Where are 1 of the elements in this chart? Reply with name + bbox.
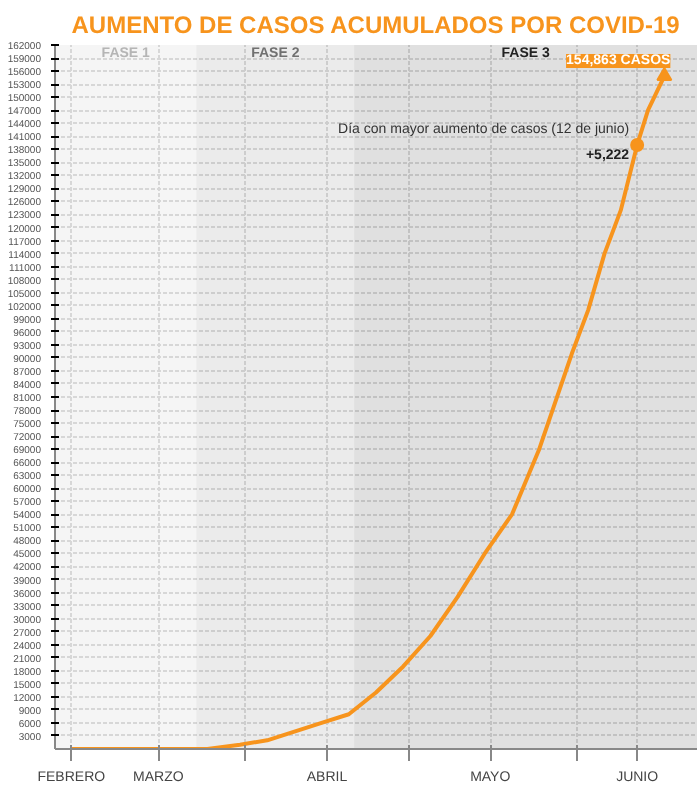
chart-title: AUMENTO DE CASOS ACUMULADOS POR COVID-19 xyxy=(71,11,681,39)
